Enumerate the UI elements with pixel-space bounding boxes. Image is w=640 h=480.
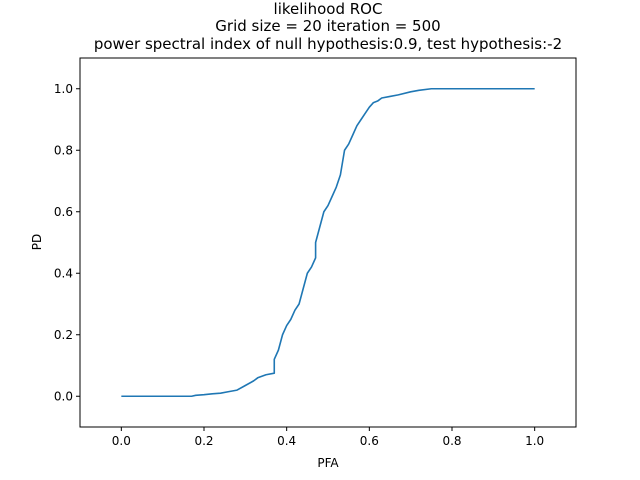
x-axis-ticks: 0.0 0.2 0.4 0.6 0.8 1.0 [112,427,544,448]
x-tick-label: 0.0 [112,434,131,448]
x-tick-label: 0.2 [194,434,213,448]
y-axis-ticks: 0.0 0.2 0.4 0.6 0.8 1.0 [54,82,80,403]
y-axis-label: PD [30,234,44,250]
y-tick-label: 0.6 [54,205,73,219]
chart-title-line-3: power spectral index of null hypothesis:… [94,35,562,53]
y-tick-label: 0.8 [54,143,73,157]
y-tick-label: 0.2 [54,328,73,342]
x-tick-label: 0.4 [277,434,296,448]
x-tick-label: 1.0 [525,434,544,448]
x-axis-label: PFA [317,456,339,470]
chart-title: likelihood ROC Grid size = 20 iteration … [94,0,562,53]
axes-frame [79,57,577,428]
chart-title-line-1: likelihood ROC [274,0,383,18]
chart-title-line-2: Grid size = 20 iteration = 500 [215,17,440,35]
x-tick-label: 0.8 [442,434,461,448]
x-tick-label: 0.6 [360,434,379,448]
roc-curve-series-0 [121,87,535,398]
y-tick-label: 1.0 [54,82,73,96]
plot-area [79,57,577,428]
y-tick-label: 0.0 [54,389,73,403]
y-tick-label: 0.4 [54,266,73,280]
